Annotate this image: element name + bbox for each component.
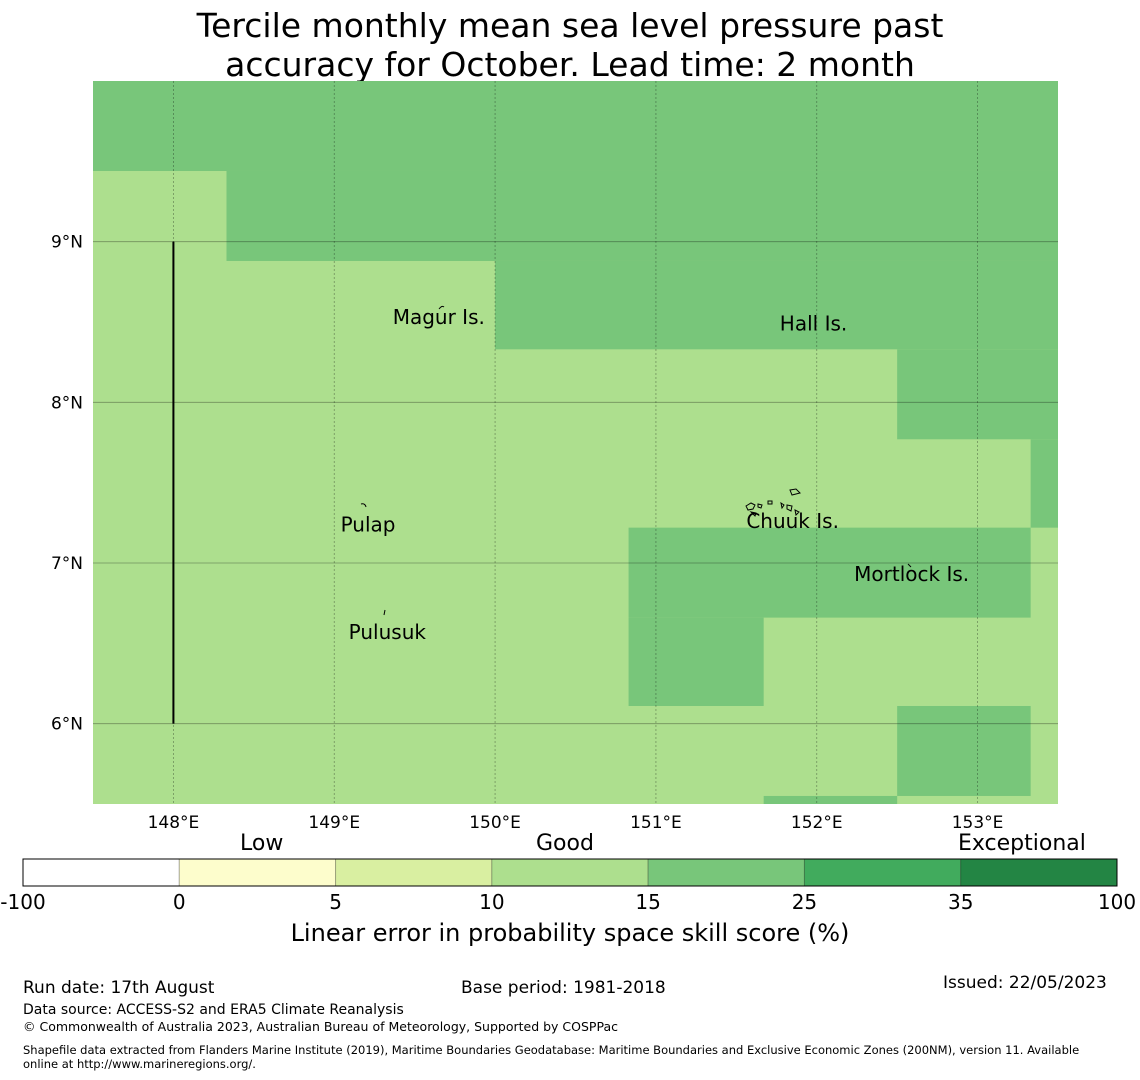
place-label: Pulusuk	[349, 620, 427, 644]
lat-tick-label: 6°N	[51, 715, 83, 735]
mortlock-island-outline	[907, 563, 912, 568]
skill-cell-4	[1030, 439, 1058, 528]
lat-tick-label: 8°N	[51, 393, 83, 413]
colorbar-tick-label: 5	[329, 890, 342, 914]
colorbar-tick-label: 100	[1098, 890, 1136, 914]
colorbar-tick-label: 10	[479, 890, 504, 914]
place-label: Chuuk Is.	[746, 509, 839, 533]
skill-cell-6	[628, 617, 764, 706]
colorbar-tick-label: 25	[792, 890, 817, 914]
colorbar-segment-5	[803, 858, 962, 887]
skill-cell-8	[763, 795, 898, 804]
place-label: Hall Is.	[780, 312, 847, 336]
run-date: Run date: 17th August	[23, 978, 215, 998]
map-title: Tercile monthly mean sea level pressure …	[0, 6, 1140, 84]
axis-tick-labels: 148°E 149°E 150°E 151°E 152°E 153°E 9°N 8°N 7°N 6…	[51, 233, 1003, 833]
shapefile-note-line-1: Shapefile data extracted from Flanders M…	[23, 1043, 1080, 1057]
issued-date: Issued: 22/05/2023	[943, 973, 1107, 993]
lon-tick-label: 152°E	[791, 813, 843, 833]
skill-cell-7	[897, 705, 1031, 796]
pulusuk-island-outline	[383, 609, 386, 616]
skill-cell-3	[897, 349, 1058, 440]
colorbar-category-low: Low	[240, 831, 284, 856]
colorbar-segment-4	[647, 858, 805, 887]
colorbar-segment-3	[491, 858, 649, 887]
skill-cells	[93, 81, 1058, 804]
colorbar-segment-0	[22, 858, 180, 887]
place-label: Pulap	[341, 512, 396, 536]
copyright: © Commonwealth of Australia 2023, Austra…	[23, 1019, 618, 1034]
title-line-2: accuracy for October. Lead time: 2 month	[225, 45, 915, 84]
colorbar-category-good: Good	[536, 831, 594, 856]
lon-tick-label: 148°E	[148, 813, 200, 833]
lon-tick-label: 149°E	[308, 813, 360, 833]
lon-tick-label: 150°E	[469, 813, 521, 833]
colorbar-tick-label: 15	[635, 890, 660, 914]
colorbar-tick-label: -100	[0, 890, 45, 914]
island-outlines	[360, 305, 912, 616]
skill-cell-0	[93, 81, 1058, 171]
shapefile-note-line-2: online at http://www.marineregions.org/.	[23, 1057, 256, 1071]
colorbar: -100 0 5 10 15 25 35 100 Linear error in probabi…	[0, 858, 1136, 947]
colorbar-segment-2	[335, 858, 493, 887]
colorbar-frame	[22, 858, 1118, 887]
colorbar-segment-1	[178, 858, 337, 887]
lat-tick-label: 7°N	[51, 554, 83, 574]
pulap-island-outline	[360, 503, 367, 508]
data-source: Data source: ACCESS-S2 and ERA5 Climate …	[23, 1002, 404, 1018]
colorbar-tick-label: 0	[173, 890, 186, 914]
lat-tick-label: 9°N	[51, 233, 83, 253]
place-label: Mortlock Is.	[854, 562, 969, 586]
lon-tick-label: 153°E	[952, 813, 1004, 833]
title-line-1: Tercile monthly mean sea level pressure …	[196, 6, 944, 45]
place-label: Magur Is.	[393, 305, 485, 329]
chuuk-island-outline	[745, 488, 801, 517]
colorbar-category-exceptional: Exceptional	[958, 831, 1086, 856]
magur-island-outline	[438, 305, 445, 310]
skill-cell-2	[495, 260, 1058, 350]
skill-cell-1	[226, 170, 1058, 261]
colorbar-segment-6	[960, 858, 1118, 887]
colorbar-label: Linear error in probability space skill …	[291, 919, 850, 947]
colorbar-tick-label: 35	[948, 890, 973, 914]
place-labels: Magur Is. Hall Is. Pulap Chuuk Is. Mortlock …	[341, 305, 970, 644]
lon-tick-label: 151°E	[630, 813, 682, 833]
base-period: Base period: 1981-2018	[461, 978, 666, 998]
skill-cell-5	[628, 527, 1031, 618]
